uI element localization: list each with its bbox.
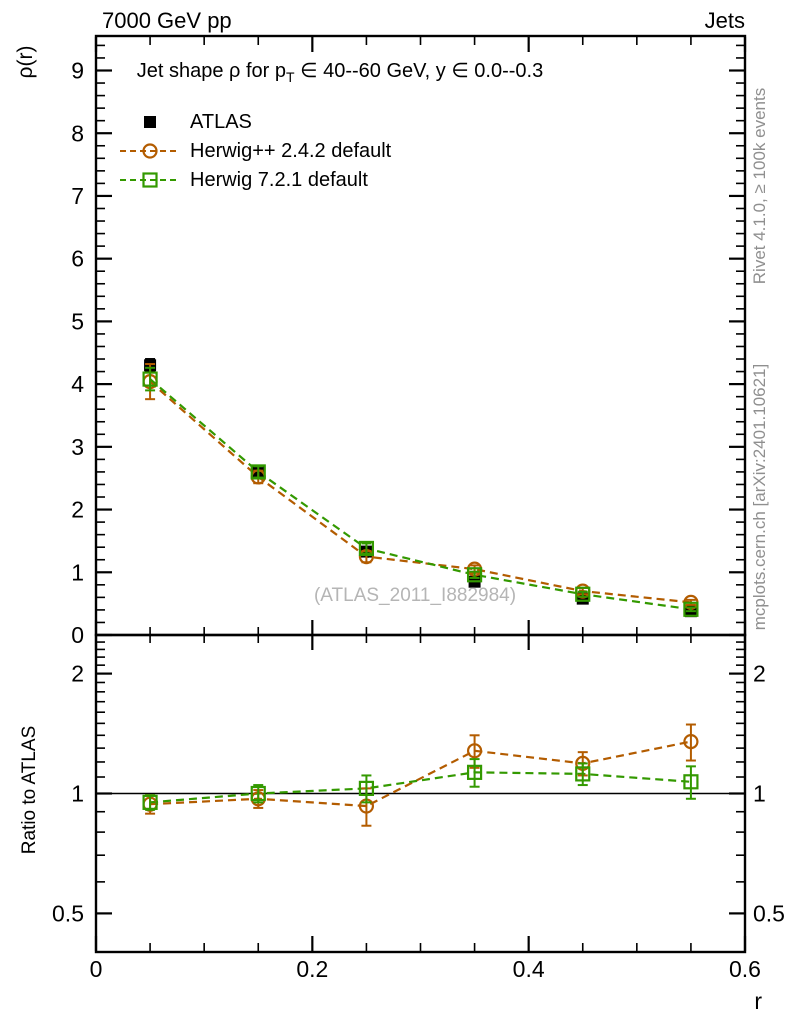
legend-marker [144,116,156,128]
beam-energy-label: 7000 GeV pp [102,8,232,33]
y-tick-label: 6 [71,246,84,272]
x-tick-label: 0.2 [296,956,328,982]
series-atlas [144,358,697,618]
legend-item-herwig7: Herwig 7.2.1 default [118,169,368,191]
ratio-tick-label-left: 1 [71,781,84,807]
data-point-herwig-7-2-1-default [466,567,483,583]
herwig7-marker-icon [120,172,180,188]
ratio-y-axis-ticks: 0.5 0.5 1 1 2 2 [52,641,785,926]
x-axis-ticks: 0 0.2 0.4 0.6 [90,37,761,982]
curve-herwig-2-4-2-default [150,740,692,808]
series-herwig-7-2-1-default [142,758,699,811]
rivet-version-note: Rivet 4.1.0, ≥ 100k events [750,87,769,285]
y-tick-label: 1 [71,559,84,585]
ratio-tick-label-right: 2 [753,661,766,687]
legend-label-atlas: ATLAS [190,110,252,133]
x-axis-label: r [754,988,762,1014]
data-point-herwig-7-2-1-default [358,780,375,796]
data-point-herwig-2-4-2-default [683,733,699,750]
analysis-id-watermark: (ATLAS_2011_I882984) [313,585,517,606]
plot-title-range: ∈ 40--60 GeV, y ∈ 0.0--0.3 [294,60,544,82]
series-herwig-2-4-2-default [142,723,699,827]
y-tick-label: 2 [71,497,84,523]
herwigpp-marker-icon [120,143,180,159]
data-point-herwig-7-2-1-default [250,464,266,480]
series-herwig-7-2-1-default [142,366,699,617]
y-tick-label: 3 [71,434,84,460]
plot-title-text: Jet shape ρ for p [136,60,287,82]
y-tick-label: 4 [71,371,84,397]
legend-marker [142,172,158,188]
x-tick-label: 0.4 [513,956,545,982]
legend-label-herwigpp: Herwig++ 2.4.2 default [190,139,392,162]
y-tick-label: 9 [71,58,84,84]
data-point-herwig-7-2-1-default [683,601,699,617]
data-point-herwig-7-2-1-default [358,540,375,557]
curve-herwig-2-4-2-default [149,380,692,604]
legend-item-herwigpp: Herwig++ 2.4.2 default [118,140,391,162]
y-tick-label: 7 [71,183,84,209]
data-point-herwig-7-2-1-default [575,766,591,782]
curve-herwig-7-2-1-default [149,771,691,804]
data-point-herwig-2-4-2-default [466,743,483,759]
analysis-group-label: Jets [704,8,745,33]
data-point-herwig-7-2-1-default [250,785,266,802]
y-tick-label: 0 [71,622,84,648]
data-point-herwig-7-2-1-default [142,794,158,810]
data-point-herwig-7-2-1-default [142,371,158,387]
ratio-tick-label-right: 0.5 [753,900,785,926]
y-axis-label-main: ρ(r) [14,45,37,79]
data-point-herwig-7-2-1-default [575,586,591,602]
plot-title-subscript: T [286,69,295,85]
x-tick-label: 0 [90,956,103,982]
legend-item-atlas: ATLAS [118,111,252,133]
series-herwig-2-4-2-default [142,363,699,610]
main-y-axis-ticks: 0 1 2 3 4 5 6 7 8 9 [71,44,744,648]
ratio-tick-label-left: 2 [71,661,84,687]
legend-marker [142,143,158,159]
y-tick-label: 5 [71,308,84,334]
legend-label-herwig7: Herwig 7.2.1 default [190,168,368,191]
data-point-herwig-7-2-1-default [466,764,483,780]
y-tick-label: 8 [71,120,84,146]
x-tick-label: 0.6 [729,956,761,982]
data-point-herwig-7-2-1-default [683,774,699,790]
curve-herwig-7-2-1-default [149,378,692,611]
atlas-marker-icon [144,116,156,128]
ratio-tick-label-left: 0.5 [52,900,84,926]
plot-title: Jet shape ρ for pT ∈ 40--60 GeV, y ∈ 0.0… [137,58,543,85]
y-axis-label-ratio: Ratio to ATLAS [19,725,40,855]
mcplots-arxiv-note: mcplots.cern.ch [arXiv:2401.10621] [750,363,769,631]
ratio-tick-label-right: 1 [753,781,766,807]
